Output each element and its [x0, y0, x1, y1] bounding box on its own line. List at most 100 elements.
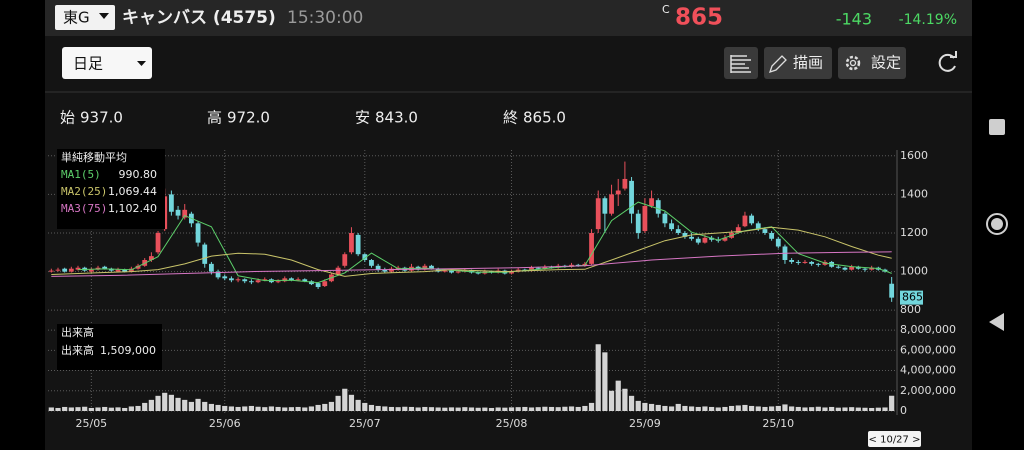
candle-body	[775, 238, 781, 247]
volume-bar	[68, 407, 74, 411]
volume-bar	[542, 406, 548, 411]
layout-icon	[730, 55, 751, 73]
volume-bar	[648, 403, 655, 411]
candle-body	[449, 270, 454, 273]
volume-bar	[555, 407, 561, 411]
volume-bar	[55, 407, 61, 411]
candle-body	[795, 261, 801, 263]
volume-bar	[789, 406, 795, 411]
volume-bar	[462, 407, 468, 411]
legend-title: 単純移動平均	[61, 150, 127, 164]
volume-bar	[875, 407, 881, 411]
refresh-icon[interactable]	[938, 53, 956, 72]
candle-body	[222, 276, 228, 279]
candle-body	[215, 271, 221, 278]
nav-recent[interactable]	[989, 119, 1005, 135]
summary-value: 972.0	[227, 109, 270, 127]
legend-value: 990.80	[119, 168, 158, 181]
candle-body	[202, 244, 208, 264]
volume-bar	[395, 407, 401, 411]
volume-bar	[615, 380, 621, 411]
volume-bar	[882, 407, 888, 411]
volume-bar	[575, 406, 581, 411]
candle-body	[122, 269, 128, 272]
candle-body	[382, 269, 388, 272]
volume-bar	[442, 407, 448, 411]
dropdown-arrow	[137, 61, 146, 66]
nav-home[interactable]	[986, 213, 1008, 235]
candle-body	[702, 237, 708, 243]
volume-bar	[822, 407, 828, 411]
draw-button[interactable]	[764, 47, 832, 79]
ma-line	[51, 251, 892, 277]
layout-button[interactable]	[724, 47, 758, 79]
candle-body	[695, 238, 701, 243]
x-tick-label: 25/06	[209, 417, 241, 430]
volume-bar	[622, 388, 628, 411]
volume-bar	[48, 407, 54, 411]
cursor-date: < 10/27 >	[869, 435, 921, 446]
volume-bar	[322, 403, 328, 411]
summary-value: 843.0	[375, 109, 418, 127]
candle-body	[802, 261, 808, 263]
chart: 800 1000 1200 1400 1600 25/05 25/06 25/07 25/08 2…	[48, 149, 956, 447]
volume-bar	[829, 406, 835, 411]
candle-body	[229, 278, 234, 281]
candle-body	[475, 272, 481, 274]
candle-body	[509, 271, 514, 274]
volume-bar	[595, 344, 601, 411]
volume-bar	[222, 405, 228, 411]
candle-body	[75, 267, 81, 270]
volume-bar	[802, 407, 808, 411]
candle-body	[208, 263, 214, 272]
volume-bar	[749, 405, 755, 411]
refresh-icon	[950, 51, 957, 58]
period-dropdown[interactable]	[62, 47, 152, 79]
candle-body	[535, 267, 541, 269]
stock-name: キャンバス (4575)	[122, 8, 276, 28]
legend-name: 出来高	[61, 343, 94, 357]
candle-body	[455, 271, 461, 273]
volume-bar	[402, 406, 408, 411]
exchange-dropdown[interactable]	[55, 5, 115, 30]
y-tick-label: 1600	[900, 149, 928, 162]
volume-bar	[375, 405, 381, 411]
volume-bar	[82, 406, 88, 411]
volume-bar	[455, 407, 461, 411]
candle-body	[762, 229, 768, 233]
legend-box	[57, 149, 165, 229]
volume-bar	[628, 395, 635, 411]
volume-bar	[642, 402, 648, 411]
settings-button[interactable]	[838, 47, 906, 79]
nav-home	[991, 218, 1003, 230]
volume-bar	[635, 400, 641, 411]
volume-bar	[448, 407, 455, 411]
candle-body	[642, 205, 648, 232]
top-bar	[45, 0, 972, 36]
summary-label: 高	[207, 109, 222, 127]
volume-bar	[288, 407, 295, 411]
volume-bar	[815, 406, 821, 411]
nav-back[interactable]	[989, 313, 1004, 331]
volume-bar	[715, 407, 721, 411]
volume-bar	[695, 406, 701, 411]
candle-body	[629, 180, 634, 214]
volume-bar	[769, 406, 775, 411]
candle-body	[669, 223, 674, 230]
candle-body	[88, 269, 94, 272]
candle-body	[849, 266, 855, 270]
y-tick-label: 6,000,000	[900, 343, 956, 356]
legend-box	[57, 324, 162, 370]
candle-body	[429, 265, 434, 269]
volume-bar	[568, 406, 575, 411]
candle-body	[602, 198, 608, 214]
last-price-tag	[900, 290, 923, 305]
volume-bar	[195, 398, 201, 411]
candle-body	[769, 232, 775, 239]
candle-body	[115, 269, 121, 272]
volume-bar	[162, 392, 168, 411]
volume-bar	[248, 405, 255, 411]
candle-body	[309, 281, 314, 285]
candle-body	[682, 232, 688, 237]
